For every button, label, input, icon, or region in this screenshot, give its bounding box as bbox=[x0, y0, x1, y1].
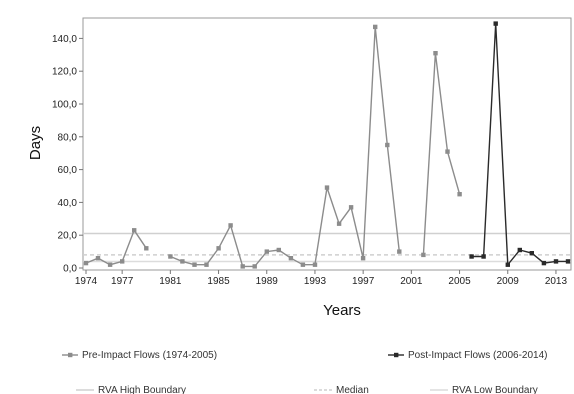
series-0-point bbox=[240, 264, 245, 269]
series-0-point bbox=[397, 249, 402, 254]
series-0-point bbox=[433, 51, 438, 56]
series-0-point bbox=[373, 24, 378, 30]
series-0-point bbox=[300, 262, 306, 267]
series-0-point bbox=[445, 149, 450, 154]
series-0-point bbox=[228, 223, 233, 228]
series-0-point bbox=[252, 264, 257, 269]
x-tick-label: 1993 bbox=[304, 276, 327, 287]
y-tick-label: 120,0 bbox=[52, 67, 77, 78]
series-0-point bbox=[132, 228, 137, 233]
x-tick-label: 1989 bbox=[256, 276, 279, 287]
series-0-point bbox=[312, 262, 318, 267]
series-0-line-segment-2 bbox=[422, 53, 461, 255]
legend-series-label-0: Pre-Impact Flows (1974-2005) bbox=[82, 350, 217, 361]
series-0-point bbox=[421, 252, 426, 258]
series-0-point bbox=[288, 256, 294, 261]
legend-series-marker-1 bbox=[394, 352, 399, 358]
series-0-point bbox=[180, 259, 185, 264]
x-axis-ticks: 1974 1977 1981 1985 1989 1993 1997 2001 2005 2009… bbox=[75, 270, 568, 287]
reference-lines bbox=[83, 232, 571, 263]
series-1-point bbox=[481, 254, 486, 259]
x-tick-label: 1997 bbox=[352, 276, 375, 287]
x-tick-label: 2013 bbox=[545, 276, 568, 287]
x-tick-label: 2009 bbox=[497, 276, 520, 287]
series-0-point bbox=[168, 254, 173, 259]
x-axis-title: Years bbox=[323, 302, 361, 319]
series-1-point bbox=[493, 21, 498, 26]
series-1-point bbox=[517, 247, 522, 253]
x-tick-label: 1977 bbox=[111, 276, 134, 287]
series-0-point bbox=[107, 262, 113, 267]
legend-series-label-1: Post-Impact Flows (2006-2014) bbox=[408, 350, 548, 361]
series-0-point bbox=[83, 260, 89, 266]
y-tick-label: 60,0 bbox=[58, 165, 78, 176]
legend: Pre-Impact Flows (1974-2005) Post-Impact … bbox=[62, 350, 548, 394]
legend-ref-label-2: RVA Low Boundary bbox=[452, 385, 538, 394]
series-0-point bbox=[360, 256, 366, 261]
series-0-point bbox=[264, 249, 269, 254]
x-tick-label: 1974 bbox=[75, 276, 98, 287]
series-0-point bbox=[192, 262, 197, 267]
x-tick-label: 1981 bbox=[159, 276, 182, 287]
series-1-point bbox=[553, 259, 559, 264]
series-0-point bbox=[95, 256, 101, 261]
x-tick-label: 2001 bbox=[400, 276, 423, 287]
x-tick-label: 1985 bbox=[207, 276, 230, 287]
y-tick-label: 100,0 bbox=[52, 100, 77, 111]
series-0-point bbox=[204, 262, 209, 267]
y-tick-label: 140,0 bbox=[52, 34, 77, 45]
y-axis-ticks: 0,0 20,0 40,0 60,0 80,0 100,0 120,0 140,0 bbox=[52, 34, 83, 275]
series-1-point bbox=[505, 262, 510, 267]
legend-ref-label-0: RVA High Boundary bbox=[98, 385, 186, 394]
series-1-point bbox=[529, 251, 534, 256]
series-1-point bbox=[565, 259, 571, 264]
series-1-point bbox=[469, 254, 474, 259]
series-0-point bbox=[144, 246, 149, 251]
legend-series-marker-0 bbox=[68, 352, 73, 358]
series-0-point bbox=[120, 259, 125, 264]
y-tick-label: 20,0 bbox=[58, 231, 78, 242]
series-0-point bbox=[216, 246, 221, 251]
legend-ref-label-1: Median bbox=[336, 385, 369, 394]
series-layer bbox=[83, 21, 571, 269]
series-0-point bbox=[348, 205, 354, 210]
series-0-point bbox=[385, 142, 390, 148]
y-tick-label: 0,0 bbox=[63, 264, 77, 275]
series-0-line-segment-1 bbox=[170, 26, 400, 268]
y-axis-title: Days bbox=[27, 126, 44, 160]
y-tick-label: 80,0 bbox=[58, 132, 78, 143]
series-0-point bbox=[336, 221, 342, 226]
series-0-point bbox=[324, 185, 330, 190]
y-tick-label: 40,0 bbox=[58, 198, 78, 209]
series-1-point bbox=[541, 260, 547, 266]
series-0-point bbox=[457, 192, 462, 197]
series-0-point bbox=[276, 247, 281, 253]
x-tick-label: 2005 bbox=[448, 276, 471, 287]
